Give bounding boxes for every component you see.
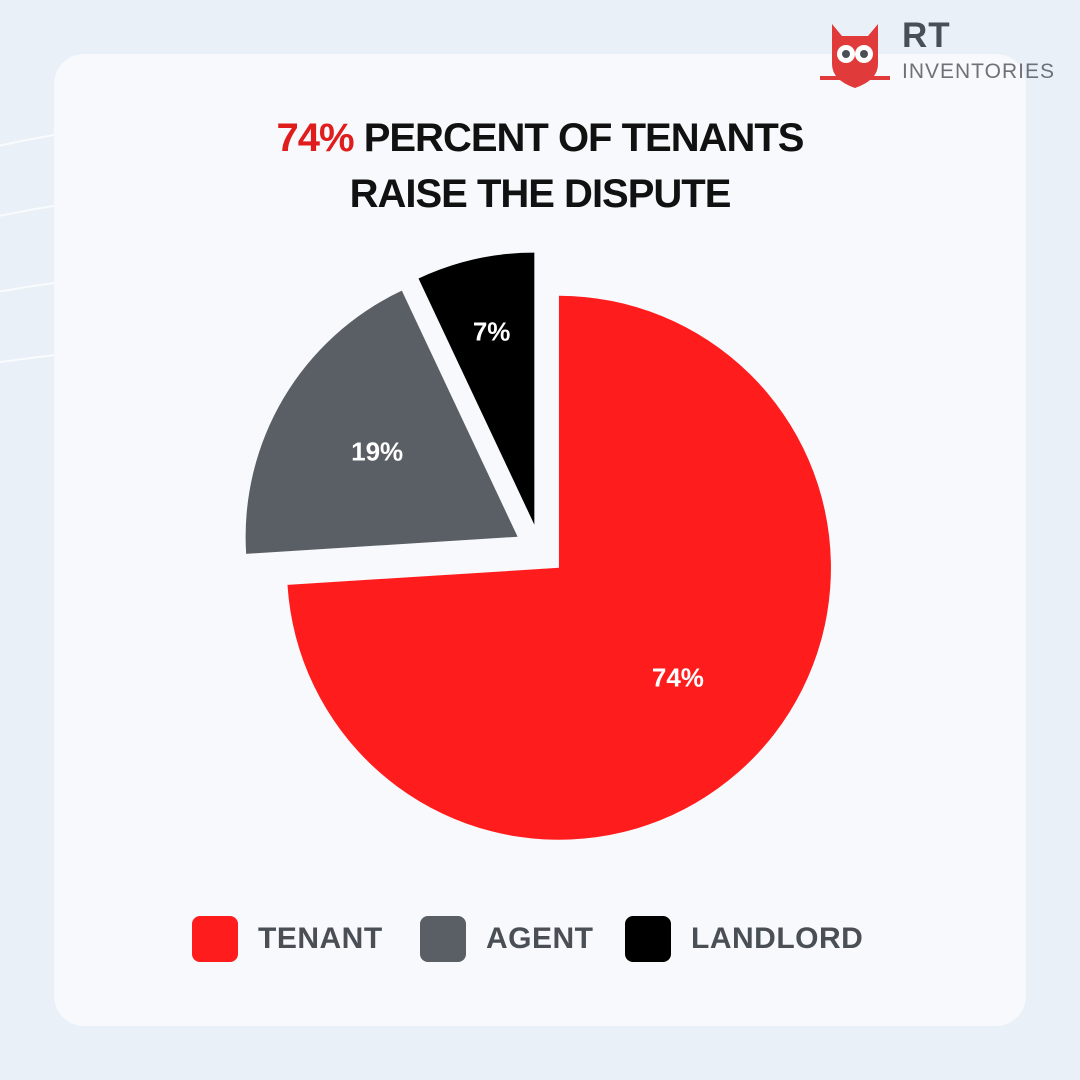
legend-swatch-tenant [192, 916, 238, 962]
title-line-1-rest: PERCENT OF TENANTS [353, 116, 805, 160]
title-line-2: RAISE THE DISPUTE [349, 172, 732, 216]
title-accent: 74% [276, 116, 355, 160]
owl-icon [820, 24, 890, 88]
pie-slice-tenant [287, 295, 831, 840]
content-card [54, 54, 1026, 1026]
legend-swatch-landlord [625, 916, 671, 962]
pie-slice-agent [245, 290, 518, 554]
legend-label-landlord: LANDLORD [691, 922, 864, 955]
pie-label-agent: 19% [351, 437, 403, 467]
pie-label-landlord: 7% [473, 316, 511, 346]
brand-logo: RT INVENTORIES [820, 14, 1060, 92]
legend-label-agent: AGENT [486, 922, 594, 955]
legend-label-tenant: TENANT [258, 922, 383, 955]
legend-item-tenant: TENANT [192, 916, 383, 962]
chart-title: 74% PERCENT OF TENANTS RAISE THE DISPUTE [150, 110, 930, 222]
legend-item-landlord: LANDLORD [625, 916, 863, 962]
brand-subtitle: INVENTORIES [902, 60, 1055, 83]
legend-item-agent: AGENT [420, 916, 594, 962]
brand-name: RT [902, 16, 951, 55]
legend-swatch-agent [420, 916, 466, 962]
pie-slice-landlord [418, 252, 535, 525]
pie-label-tenant: 74% [652, 662, 704, 692]
title-line-1: 74% PERCENT OF TENANTS [150, 110, 930, 166]
